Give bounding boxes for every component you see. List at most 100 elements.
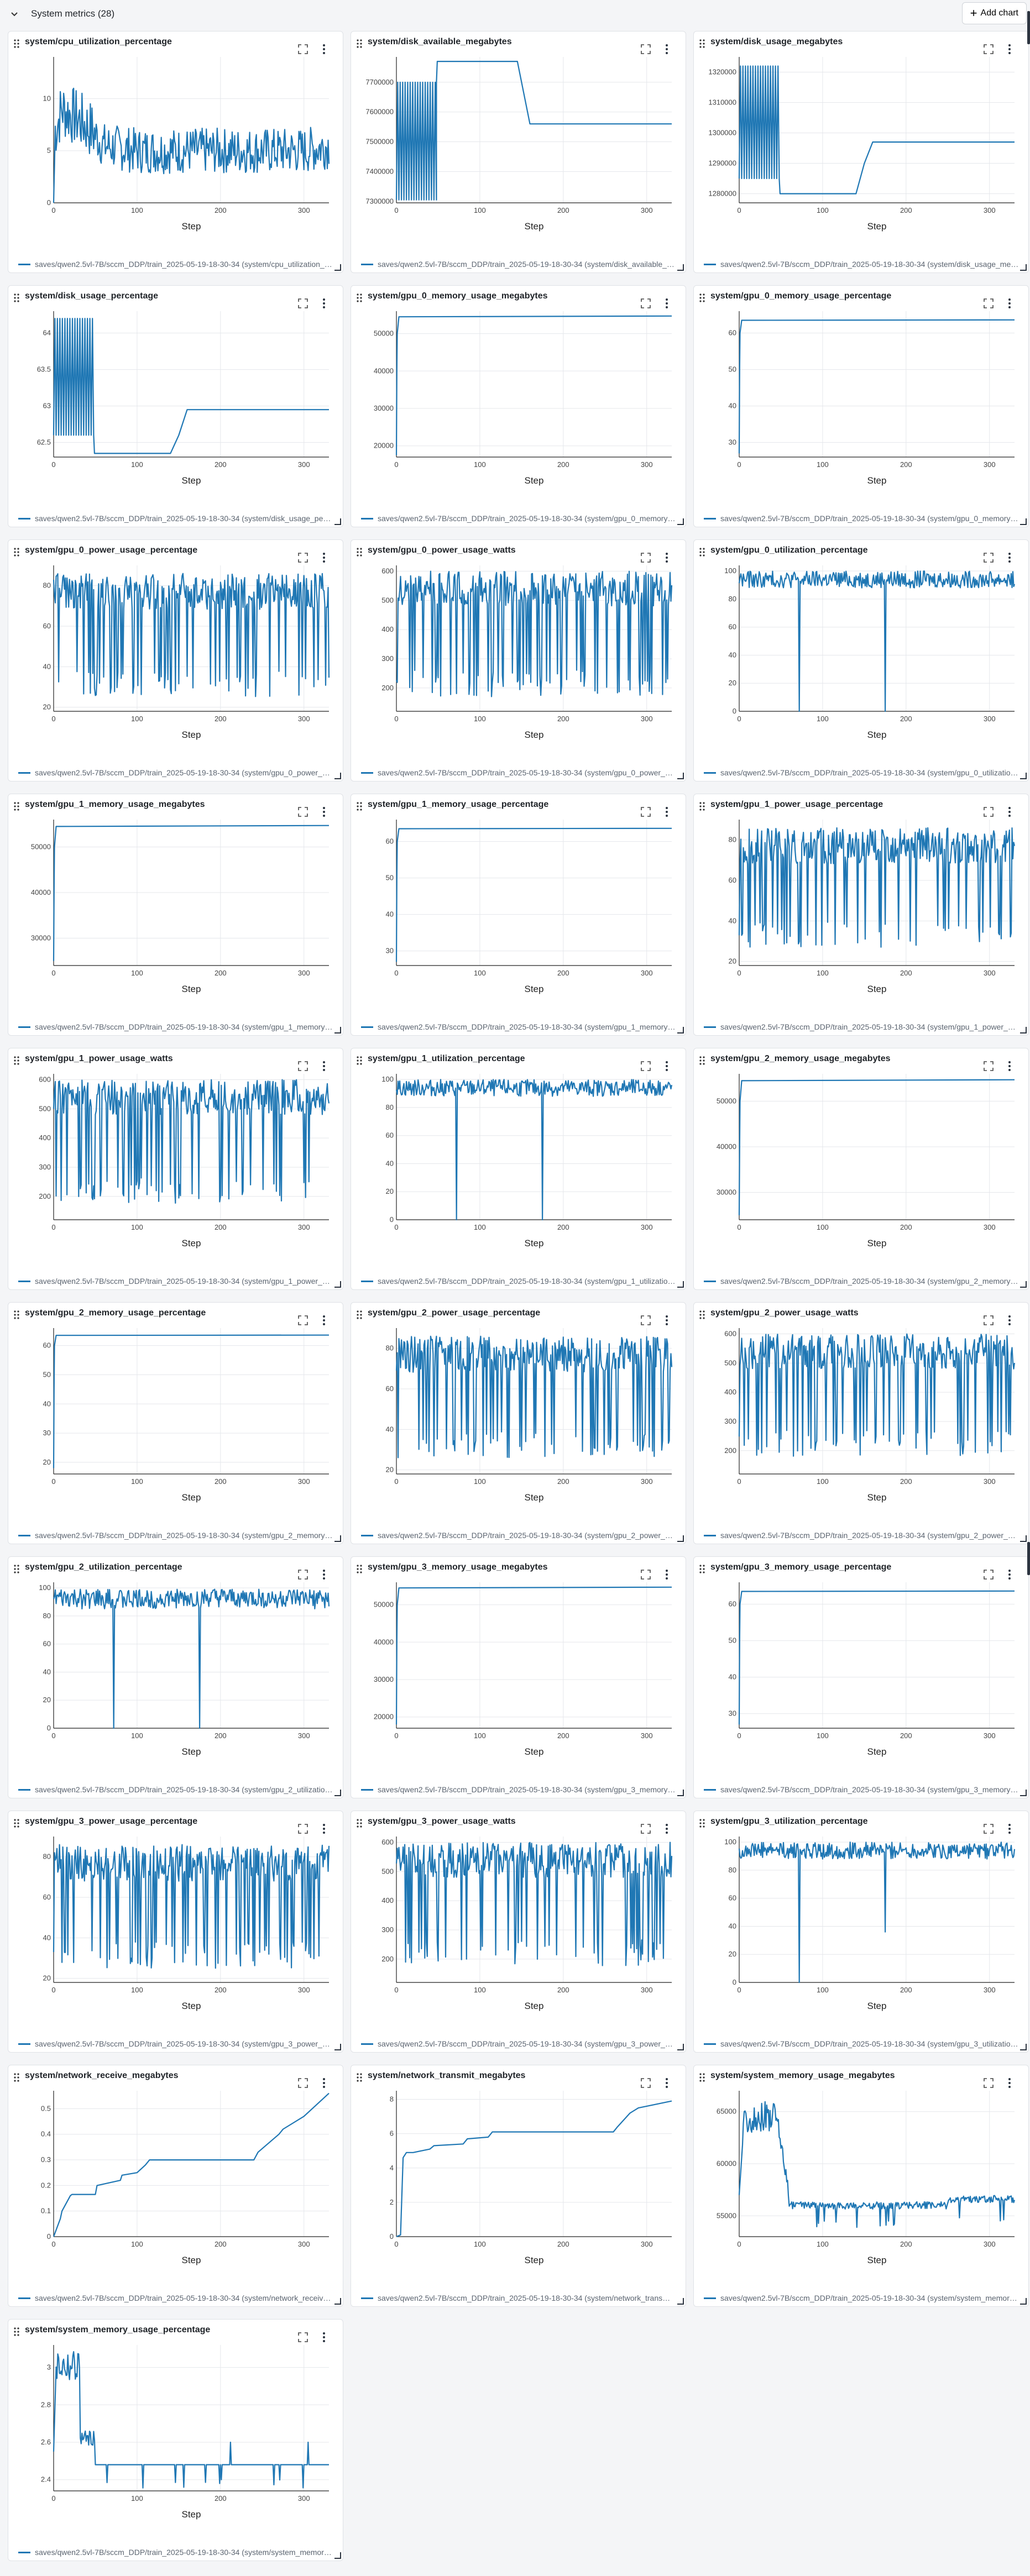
expand-icon[interactable]: [640, 44, 651, 55]
drag-handle-icon[interactable]: [699, 2073, 705, 2085]
drag-handle-icon[interactable]: [14, 1565, 19, 1576]
kebab-menu-icon[interactable]: [321, 1315, 327, 1326]
expand-icon[interactable]: [983, 44, 994, 55]
legend-item[interactable]: saves/qwen2.5vl-7B/sccm_DDP/train_2025-0…: [704, 768, 1019, 778]
legend-item[interactable]: saves/qwen2.5vl-7B/sccm_DDP/train_2025-0…: [361, 1530, 676, 1540]
scrollbar-thumb[interactable]: [1027, 1542, 1030, 1575]
kebab-menu-icon[interactable]: [663, 806, 670, 817]
kebab-menu-icon[interactable]: [321, 806, 327, 817]
drag-handle-icon[interactable]: [357, 1819, 362, 1830]
kebab-menu-icon[interactable]: [663, 1061, 670, 1072]
legend-item[interactable]: saves/qwen2.5vl-7B/sccm_DDP/train_2025-0…: [18, 1276, 333, 1286]
resize-handle[interactable]: [677, 518, 684, 525]
legend-item[interactable]: saves/qwen2.5vl-7B/sccm_DDP/train_2025-0…: [18, 2293, 333, 2303]
kebab-menu-icon[interactable]: [663, 1823, 670, 1834]
expand-icon[interactable]: [640, 298, 651, 309]
expand-icon[interactable]: [297, 1061, 309, 1072]
kebab-menu-icon[interactable]: [1006, 2077, 1013, 2089]
resize-handle[interactable]: [677, 1281, 684, 1288]
legend-item[interactable]: saves/qwen2.5vl-7B/sccm_DDP/train_2025-0…: [18, 2039, 333, 2049]
drag-handle-icon[interactable]: [357, 1565, 362, 1576]
expand-icon[interactable]: [640, 1061, 651, 1072]
resize-handle[interactable]: [1020, 773, 1027, 779]
expand-icon[interactable]: [640, 552, 651, 563]
kebab-menu-icon[interactable]: [321, 44, 327, 55]
legend-item[interactable]: saves/qwen2.5vl-7B/sccm_DDP/train_2025-0…: [361, 1276, 676, 1286]
resize-handle[interactable]: [334, 1281, 341, 1288]
resize-handle[interactable]: [1020, 1790, 1027, 1796]
expand-icon[interactable]: [297, 2077, 309, 2089]
expand-icon[interactable]: [297, 552, 309, 563]
kebab-menu-icon[interactable]: [663, 1315, 670, 1326]
kebab-menu-icon[interactable]: [663, 1569, 670, 1580]
kebab-menu-icon[interactable]: [321, 2077, 327, 2089]
kebab-menu-icon[interactable]: [663, 44, 670, 55]
resize-handle[interactable]: [1020, 1027, 1027, 1033]
resize-handle[interactable]: [1020, 264, 1027, 271]
expand-icon[interactable]: [297, 1823, 309, 1834]
legend-item[interactable]: saves/qwen2.5vl-7B/sccm_DDP/train_2025-0…: [361, 2293, 676, 2303]
drag-handle-icon[interactable]: [699, 293, 705, 305]
expand-icon[interactable]: [983, 552, 994, 563]
kebab-menu-icon[interactable]: [321, 552, 327, 563]
resize-handle[interactable]: [677, 2044, 684, 2050]
resize-handle[interactable]: [1020, 518, 1027, 525]
resize-handle[interactable]: [334, 1027, 341, 1033]
scrollbar-thumb[interactable]: [1027, 11, 1030, 44]
expand-icon[interactable]: [297, 2332, 309, 2343]
expand-icon[interactable]: [640, 2077, 651, 2089]
resize-handle[interactable]: [334, 2298, 341, 2305]
expand-icon[interactable]: [640, 1569, 651, 1580]
legend-item[interactable]: saves/qwen2.5vl-7B/sccm_DDP/train_2025-0…: [704, 1276, 1019, 1286]
drag-handle-icon[interactable]: [699, 548, 705, 559]
legend-item[interactable]: saves/qwen2.5vl-7B/sccm_DDP/train_2025-0…: [704, 2293, 1019, 2303]
expand-icon[interactable]: [983, 1569, 994, 1580]
legend-item[interactable]: saves/qwen2.5vl-7B/sccm_DDP/train_2025-0…: [704, 2039, 1019, 2049]
resize-handle[interactable]: [677, 264, 684, 271]
expand-icon[interactable]: [297, 44, 309, 55]
kebab-menu-icon[interactable]: [663, 298, 670, 309]
resize-handle[interactable]: [334, 1790, 341, 1796]
drag-handle-icon[interactable]: [14, 1310, 19, 1322]
legend-item[interactable]: saves/qwen2.5vl-7B/sccm_DDP/train_2025-0…: [704, 1022, 1019, 1032]
drag-handle-icon[interactable]: [14, 1056, 19, 1068]
drag-handle-icon[interactable]: [14, 802, 19, 814]
expand-icon[interactable]: [983, 1061, 994, 1072]
legend-item[interactable]: saves/qwen2.5vl-7B/sccm_DDP/train_2025-0…: [18, 259, 333, 269]
legend-item[interactable]: saves/qwen2.5vl-7B/sccm_DDP/train_2025-0…: [704, 1785, 1019, 1795]
resize-handle[interactable]: [1020, 2298, 1027, 2305]
resize-handle[interactable]: [677, 773, 684, 779]
add-chart-button[interactable]: + Add chart: [961, 2, 1027, 24]
drag-handle-icon[interactable]: [699, 802, 705, 814]
kebab-menu-icon[interactable]: [321, 1061, 327, 1072]
kebab-menu-icon[interactable]: [1006, 806, 1013, 817]
drag-handle-icon[interactable]: [357, 1056, 362, 1068]
kebab-menu-icon[interactable]: [663, 2077, 670, 2089]
kebab-menu-icon[interactable]: [321, 298, 327, 309]
resize-handle[interactable]: [334, 2044, 341, 2050]
kebab-menu-icon[interactable]: [663, 552, 670, 563]
resize-handle[interactable]: [334, 264, 341, 271]
drag-handle-icon[interactable]: [357, 802, 362, 814]
drag-handle-icon[interactable]: [14, 2327, 19, 2339]
legend-item[interactable]: saves/qwen2.5vl-7B/sccm_DDP/train_2025-0…: [18, 513, 333, 523]
expand-icon[interactable]: [297, 806, 309, 817]
expand-icon[interactable]: [297, 1315, 309, 1326]
resize-handle[interactable]: [677, 1535, 684, 1542]
expand-icon[interactable]: [297, 1569, 309, 1580]
expand-icon[interactable]: [983, 1823, 994, 1834]
resize-handle[interactable]: [334, 773, 341, 779]
resize-handle[interactable]: [1020, 1281, 1027, 1288]
drag-handle-icon[interactable]: [699, 1819, 705, 1830]
drag-handle-icon[interactable]: [14, 548, 19, 559]
kebab-menu-icon[interactable]: [1006, 1569, 1013, 1580]
drag-handle-icon[interactable]: [699, 1310, 705, 1322]
resize-handle[interactable]: [677, 1790, 684, 1796]
resize-handle[interactable]: [334, 518, 341, 525]
kebab-menu-icon[interactable]: [1006, 298, 1013, 309]
legend-item[interactable]: saves/qwen2.5vl-7B/sccm_DDP/train_2025-0…: [361, 1785, 676, 1795]
resize-handle[interactable]: [677, 1027, 684, 1033]
legend-item[interactable]: saves/qwen2.5vl-7B/sccm_DDP/train_2025-0…: [704, 513, 1019, 523]
resize-handle[interactable]: [1020, 1535, 1027, 1542]
expand-icon[interactable]: [640, 806, 651, 817]
